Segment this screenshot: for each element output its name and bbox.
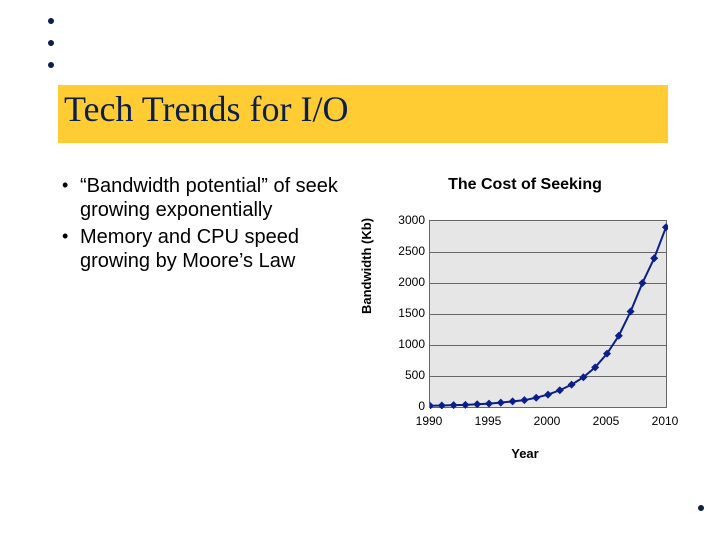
chart-marker [497, 399, 505, 407]
chart-plot-area [429, 220, 667, 408]
chart-marker [627, 308, 635, 316]
chart-title: The Cost of Seeking [365, 176, 685, 194]
bullet-mark: • [62, 174, 80, 223]
chart-x-axis-label: Year [365, 446, 685, 461]
chart-y-axis-label: Bandwidth (Kb) [359, 218, 374, 314]
chart-marker [430, 402, 434, 409]
chart-marker [638, 279, 646, 287]
bullet-item: • “Bandwidth potential” of seek growing … [62, 174, 362, 223]
chart-marker [532, 394, 540, 402]
bullet-text: Memory and CPU speed growing by Moore’s … [80, 225, 362, 274]
decor-dot [48, 62, 54, 68]
chart-x-tick: 2010 [645, 414, 685, 428]
decor-dot [48, 40, 54, 46]
chart-marker [473, 400, 481, 408]
chart-marker [556, 386, 564, 394]
chart-x-tick: 1995 [468, 414, 508, 428]
chart-x-tick: 2005 [586, 414, 626, 428]
chart-marker [662, 223, 668, 231]
chart-marker [509, 397, 517, 405]
chart-marker [544, 391, 552, 399]
chart-y-tick: 1500 [365, 306, 425, 320]
slide-title: Tech Trends for I/O [64, 88, 348, 130]
chart-line [430, 227, 666, 406]
chart-x-tick: 1990 [409, 414, 449, 428]
bullet-mark: • [62, 225, 80, 274]
chart-marker [438, 401, 446, 409]
chart-marker [485, 400, 493, 408]
chart-y-tick: 2000 [365, 275, 425, 289]
chart-y-tick: 500 [365, 368, 425, 382]
chart-y-tick: 0 [365, 399, 425, 413]
chart-y-tick: 2500 [365, 244, 425, 258]
cost-of-seeking-chart: The Cost of Seeking Bandwidth (Kb) Year … [365, 176, 685, 466]
bullet-item: • Memory and CPU speed growing by Moore’… [62, 225, 362, 274]
chart-marker [450, 401, 458, 409]
slide: Tech Trends for I/O • “Bandwidth potenti… [0, 0, 720, 540]
chart-x-tick: 2000 [527, 414, 567, 428]
chart-svg [430, 221, 668, 409]
chart-marker [650, 254, 658, 262]
decor-dot [698, 505, 704, 511]
body-bullets: • “Bandwidth potential” of seek growing … [62, 174, 362, 276]
chart-y-tick: 3000 [365, 213, 425, 227]
chart-y-tick: 1000 [365, 337, 425, 351]
decor-dot [48, 18, 54, 24]
bullet-text: “Bandwidth potential” of seek growing ex… [80, 174, 362, 223]
chart-marker [520, 396, 528, 404]
chart-marker [461, 401, 469, 409]
